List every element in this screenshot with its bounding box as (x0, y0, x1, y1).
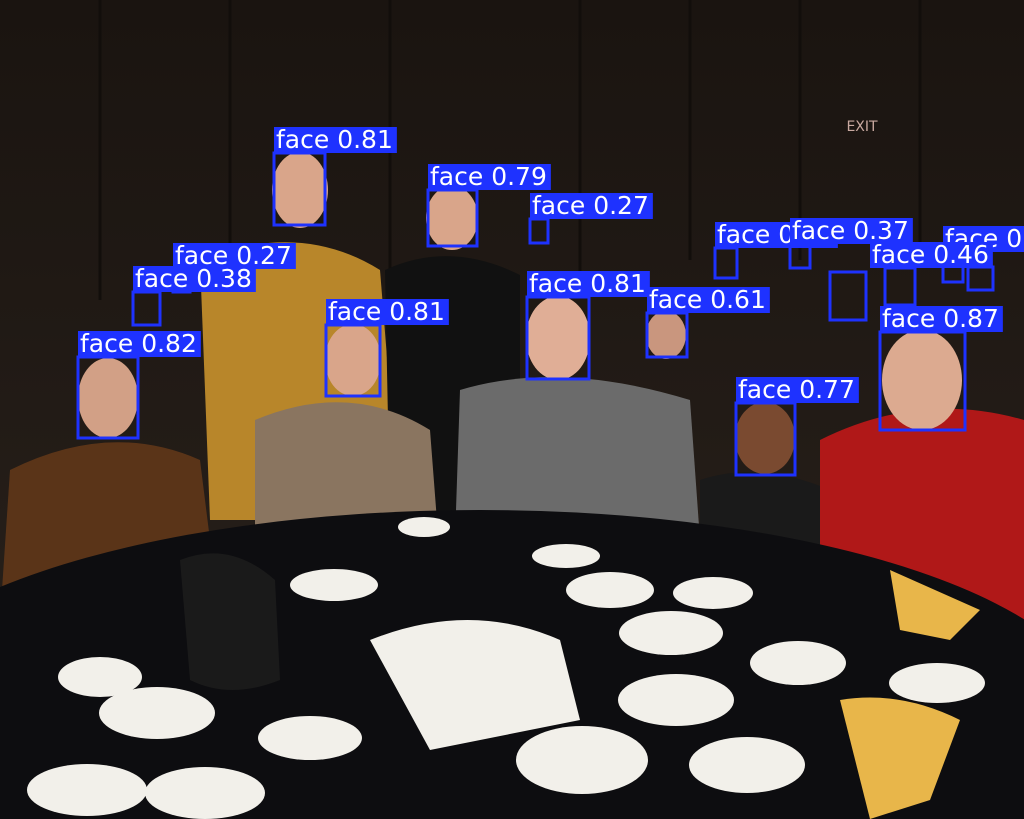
detection-label: face 0.27 (175, 241, 292, 270)
label-background (870, 242, 993, 268)
detection-label: face 0.87 (882, 304, 999, 333)
label-background (530, 193, 653, 219)
detection-box (828, 270, 868, 322)
label-background (78, 331, 201, 357)
label-background (736, 377, 859, 403)
detection-label: face 0.38 (135, 264, 252, 293)
exit-sign: EXIT (846, 119, 878, 135)
label-background (133, 266, 256, 292)
detection-label: face 0.77 (738, 375, 855, 404)
label-background (790, 218, 913, 244)
detection-label: face 0.81 (328, 297, 445, 326)
label-background (428, 164, 551, 190)
label-background (647, 287, 770, 313)
plates (27, 517, 985, 819)
label-background (173, 243, 296, 269)
detection-label: face 0.82 (80, 329, 197, 358)
label-background (274, 127, 397, 153)
detection-label: face 0.81 (529, 269, 646, 298)
detection-label: face 0.61 (649, 285, 766, 314)
detection-label: face 0.27 (532, 191, 649, 220)
detection-label: face 0.81 (276, 125, 393, 154)
label-background (326, 299, 449, 325)
napkin (840, 697, 960, 819)
detection-label: face 0.37 (792, 216, 909, 245)
label-background (880, 306, 1003, 332)
detection-label: face 0.46 (872, 240, 989, 269)
napkin (890, 570, 980, 640)
detection-label: face 0.79 (430, 162, 547, 191)
pitcher (180, 553, 280, 690)
label-background (527, 271, 650, 297)
